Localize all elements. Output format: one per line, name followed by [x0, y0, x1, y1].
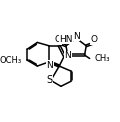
- Text: OCH₃: OCH₃: [0, 56, 22, 65]
- Text: O: O: [90, 35, 97, 44]
- Text: N: N: [64, 51, 71, 60]
- Text: N: N: [47, 61, 53, 70]
- Text: S: S: [46, 75, 52, 85]
- Text: O: O: [55, 35, 62, 44]
- Text: CH₃: CH₃: [95, 54, 110, 63]
- Text: HN: HN: [59, 35, 73, 44]
- Text: N: N: [73, 32, 79, 41]
